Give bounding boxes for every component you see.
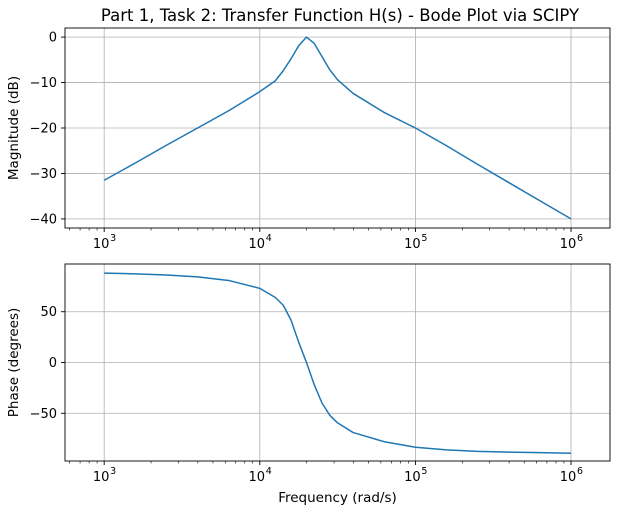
y-tick-label: 50 xyxy=(40,305,57,320)
x-tick-label-exponent: 3 xyxy=(110,233,116,244)
x-tick-label: 10 xyxy=(404,470,421,485)
frequency-x-axis-label: Frequency (rad/s) xyxy=(278,490,397,506)
x-tick-label-exponent: 5 xyxy=(421,466,427,477)
phase-y-axis-label: Phase (degrees) xyxy=(6,308,22,417)
y-tick-label: −40 xyxy=(30,212,57,227)
x-tick-label-exponent: 4 xyxy=(266,466,272,477)
x-tick-label-exponent: 4 xyxy=(266,233,272,244)
x-tick-label: 10 xyxy=(560,470,577,485)
y-tick-label: 0 xyxy=(49,31,57,46)
x-tick-label: 10 xyxy=(249,470,266,485)
y-tick-label: −50 xyxy=(30,407,57,422)
x-tick-label-exponent: 6 xyxy=(577,466,583,477)
x-tick-label-exponent: 6 xyxy=(577,233,583,244)
x-tick-label: 10 xyxy=(249,237,266,252)
magnitude-y-axis-label: Magnitude (dB) xyxy=(6,76,22,180)
x-tick-label: 10 xyxy=(93,470,110,485)
x-tick-label: 10 xyxy=(560,237,577,252)
chart-title: Part 1, Task 2: Transfer Function H(s) -… xyxy=(101,6,580,25)
y-tick-label: −30 xyxy=(30,167,57,182)
x-tick-label: 10 xyxy=(93,237,110,252)
magnitude-ticks: 10 3 10 4 10 5 10 60−10−20−30−40 xyxy=(30,31,584,252)
phase-curve xyxy=(104,272,572,455)
x-tick-label-exponent: 5 xyxy=(421,233,427,244)
magnitude-grid xyxy=(65,28,610,228)
magnitude-plot: 10 3 10 4 10 5 10 60−10−20−30−40 Magnitude (dB) xyxy=(6,27,611,252)
magnitude-curve xyxy=(103,36,572,220)
x-tick-label: 10 xyxy=(404,237,421,252)
x-tick-label-exponent: 3 xyxy=(110,466,116,477)
y-tick-label: 0 xyxy=(49,356,57,371)
phase-grid xyxy=(65,264,610,461)
y-tick-label: −20 xyxy=(30,122,57,137)
y-tick-label: −10 xyxy=(30,76,57,91)
